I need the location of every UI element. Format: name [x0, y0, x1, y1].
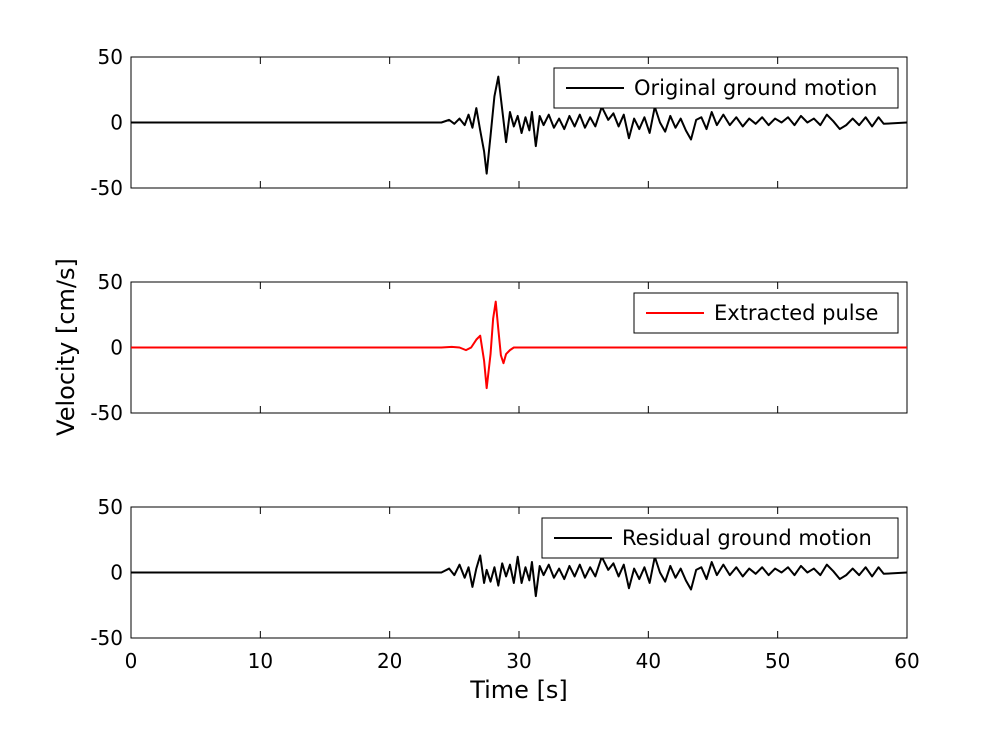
x-tick-label: 40 [636, 649, 661, 673]
y-tick-label: 50 [98, 270, 123, 294]
y-tick-label: 0 [110, 561, 123, 585]
legend-label: Original ground motion [634, 76, 877, 100]
series-line-3 [131, 554, 908, 598]
x-tick-label: 0 [125, 649, 138, 673]
legend-label: Extracted pulse [714, 301, 878, 325]
legend: Original ground motion [553, 67, 899, 109]
shared-y-axis-label: Velocity [cm/s] [52, 258, 80, 436]
legend: Residual ground motion [541, 517, 899, 559]
x-axis-label: Time [s] [469, 676, 568, 704]
y-tick-label: 50 [98, 495, 123, 519]
x-tick-label: 60 [894, 649, 919, 673]
y-tick-label: 50 [98, 45, 123, 69]
x-tick-label: 10 [248, 649, 273, 673]
y-tick-label: -50 [90, 626, 123, 650]
series-line-2 [131, 300, 907, 390]
legend-label: Residual ground motion [622, 526, 872, 550]
subplot-1: -50 0 50 Original ground motion [90, 45, 908, 200]
y-tick-label: 0 [110, 336, 123, 360]
y-tick-label: -50 [90, 401, 123, 425]
x-tick-label: 50 [765, 649, 790, 673]
y-tick-label: -50 [90, 176, 123, 200]
subplot-2: -50 0 50 Extracted pulse [90, 270, 908, 425]
x-tick-label: 20 [377, 649, 402, 673]
x-tick-label: 30 [506, 649, 531, 673]
series-line-1 [131, 75, 908, 175]
legend: Extracted pulse [633, 292, 899, 334]
y-tick-label: 0 [110, 111, 123, 135]
